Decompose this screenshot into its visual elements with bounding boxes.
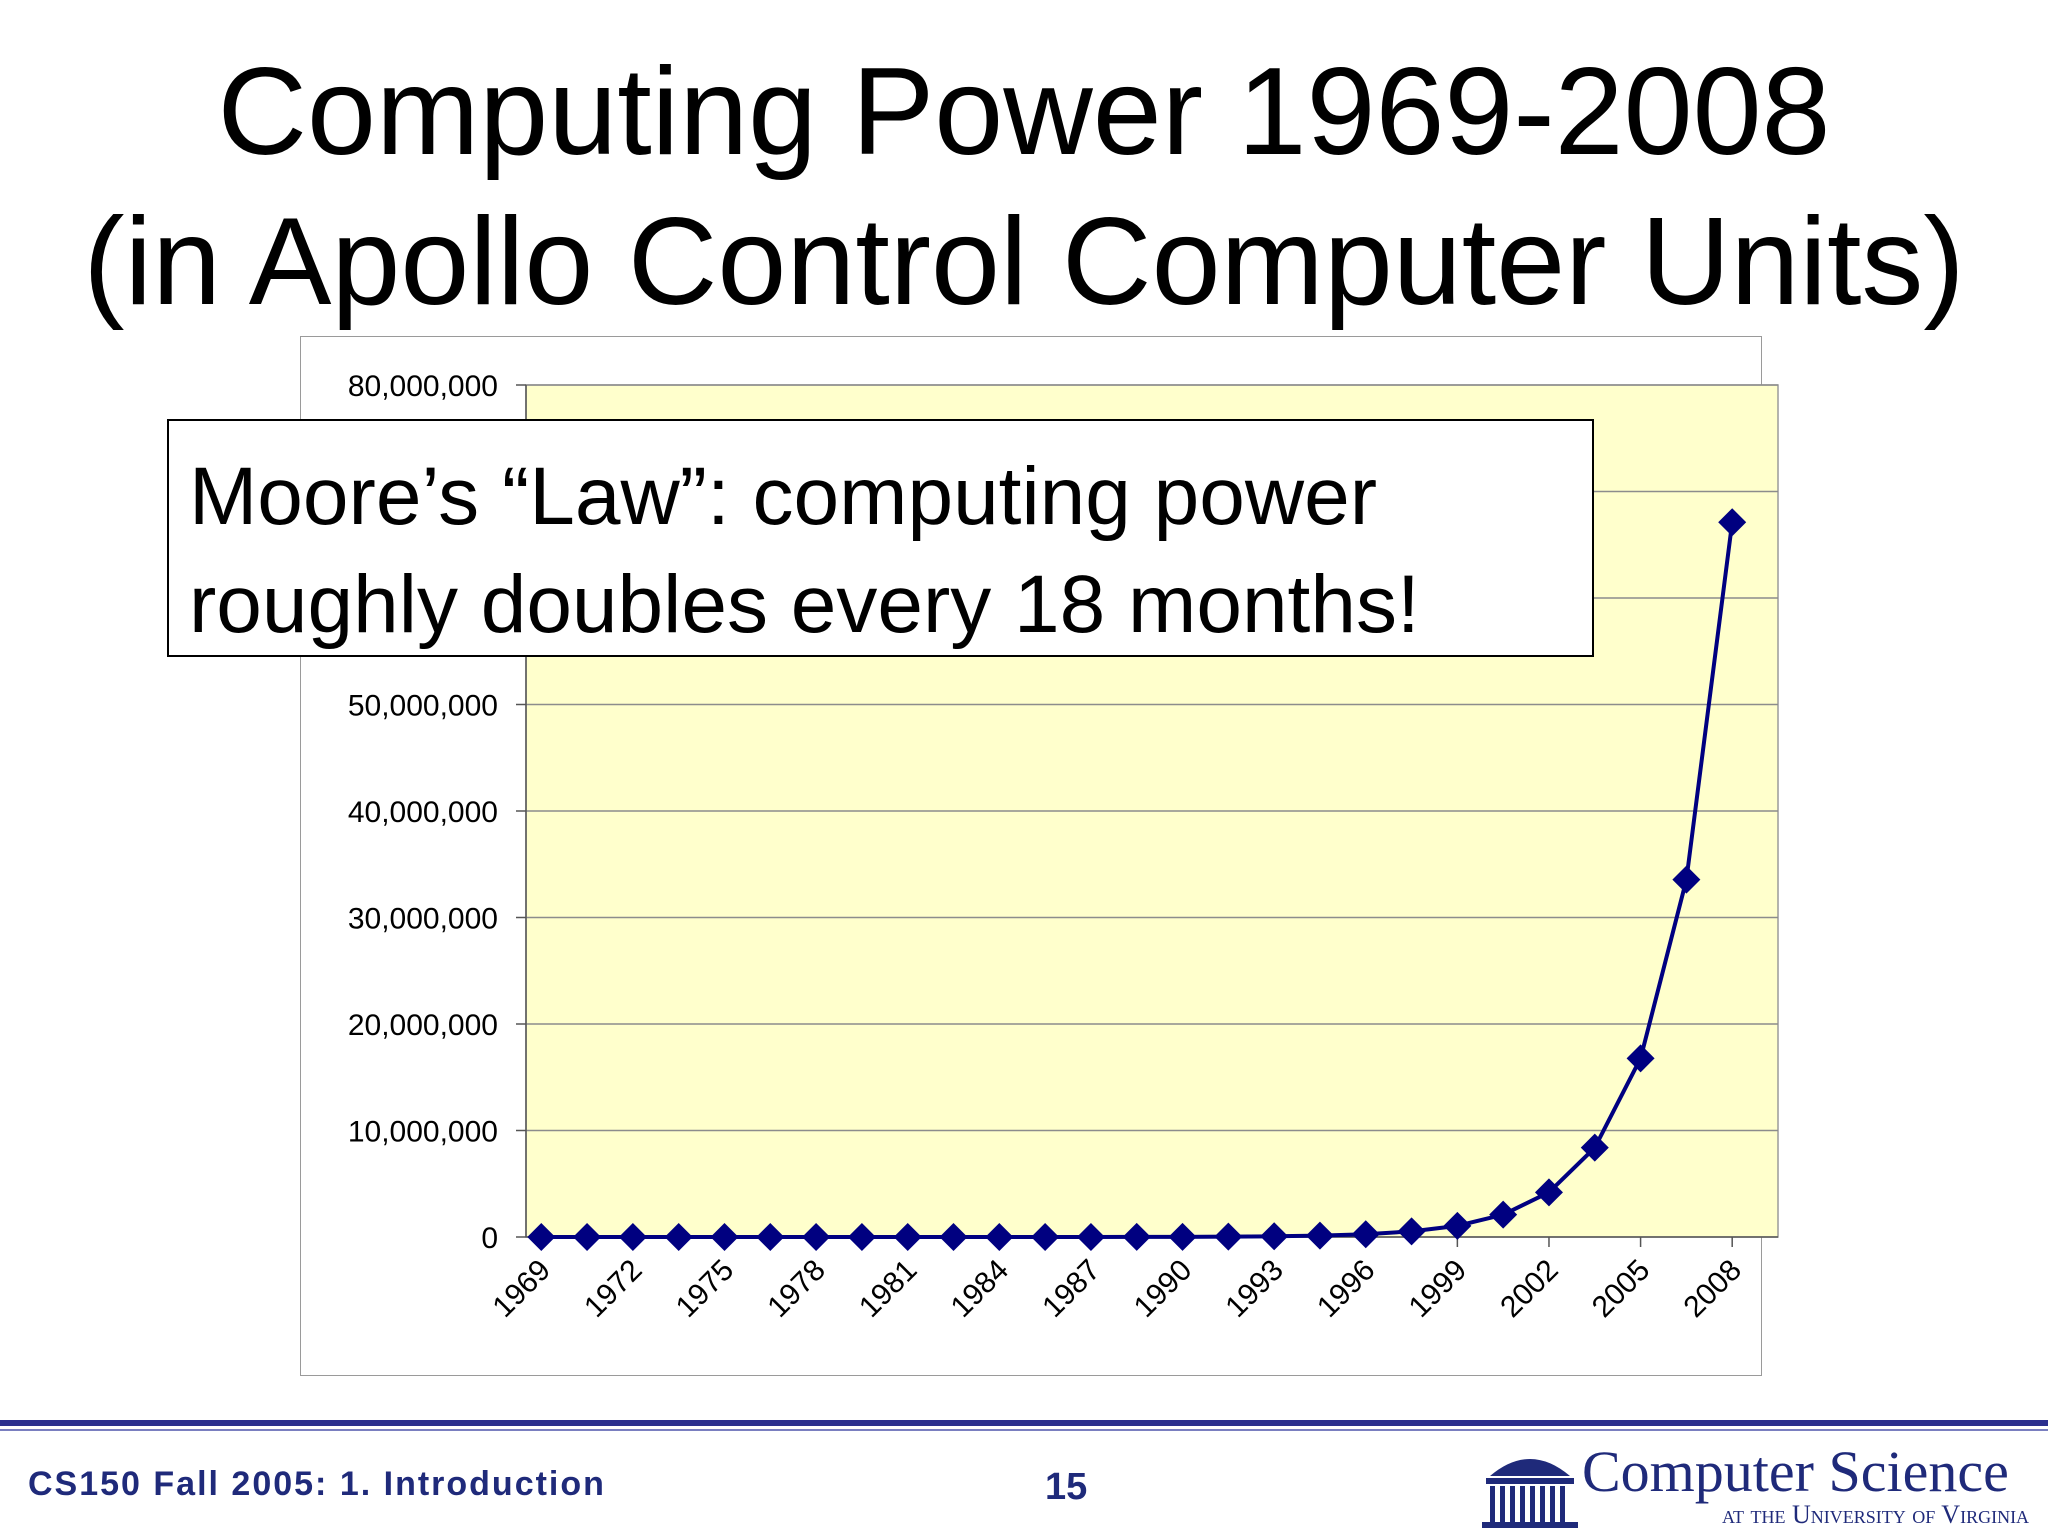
callout-line-2: roughly doubles every 18 months! (189, 559, 1420, 650)
x-tick-label: 2008 (1677, 1253, 1748, 1324)
data-point (1718, 508, 1747, 537)
x-tick-label: 1987 (1036, 1253, 1107, 1324)
data-point (573, 1223, 602, 1251)
x-tick-label: 1969 (487, 1253, 558, 1324)
data-point (1672, 865, 1701, 894)
x-tick-label: 1972 (578, 1253, 649, 1324)
x-tick-label: 1984 (945, 1253, 1016, 1324)
data-point (1443, 1211, 1472, 1240)
data-point (939, 1222, 968, 1251)
y-tick-label: 0 (481, 1222, 498, 1255)
data-point (1534, 1178, 1563, 1207)
x-tick-label: 1993 (1219, 1253, 1290, 1324)
y-tick-label: 50,000,000 (348, 690, 498, 723)
x-tick-label: 1999 (1403, 1253, 1474, 1324)
data-point (1489, 1200, 1518, 1229)
callout-line-1: Moore’s “Law”: computing power (189, 451, 1377, 542)
slide-title-line-2: (in Apollo Control Computer Units) (83, 193, 1965, 331)
data-point (1305, 1221, 1334, 1250)
data-point (1580, 1133, 1609, 1162)
data-point (847, 1222, 876, 1251)
y-tick-label: 40,000,000 (348, 796, 498, 829)
data-point (1351, 1220, 1380, 1249)
data-point (1076, 1222, 1105, 1251)
slide-title-line-1: Computing Power 1969-2008 (217, 43, 1831, 181)
y-tick-label: 80,000,000 (348, 370, 498, 403)
x-tick-label: 1978 (761, 1253, 832, 1324)
y-tick-label: 10,000,000 (348, 1116, 498, 1149)
data-point (756, 1222, 785, 1251)
x-tick-label: 1996 (1311, 1253, 1382, 1324)
data-point (1168, 1222, 1197, 1251)
data-point (1397, 1217, 1426, 1246)
moores-law-callout: Moore’s “Law”: computing power roughly d… (167, 419, 1594, 657)
data-point (618, 1223, 647, 1251)
data-point (1214, 1222, 1243, 1251)
y-tick-label: 20,000,000 (348, 1009, 498, 1042)
data-point (710, 1222, 739, 1251)
data-point (1260, 1222, 1289, 1251)
course-footer: CS150 Fall 2005: 1. Introduction (28, 1465, 606, 1503)
logo-subtitle: at the University of Virginia (1722, 1500, 2030, 1529)
data-point (893, 1222, 922, 1251)
data-point (985, 1222, 1014, 1251)
x-tick-label: 1990 (1128, 1253, 1199, 1324)
logo-wordmark: Computer Science (1582, 1439, 2009, 1504)
data-point (527, 1223, 556, 1251)
x-tick-label: 2005 (1586, 1253, 1657, 1324)
footer-rule-thin (0, 1429, 2048, 1431)
data-point (802, 1222, 831, 1251)
rotunda-logo-icon (1482, 1459, 1578, 1528)
y-tick-label: 30,000,000 (348, 903, 498, 936)
footer-rule (0, 1420, 2048, 1426)
x-tick-label: 1981 (853, 1253, 924, 1324)
data-point (1626, 1044, 1655, 1073)
data-point (1031, 1222, 1060, 1251)
x-tick-label: 2002 (1494, 1253, 1565, 1324)
x-tick-label: 1975 (670, 1253, 741, 1324)
page-number: 15 (1045, 1466, 1088, 1508)
data-point (664, 1222, 693, 1251)
data-point (1122, 1222, 1151, 1251)
